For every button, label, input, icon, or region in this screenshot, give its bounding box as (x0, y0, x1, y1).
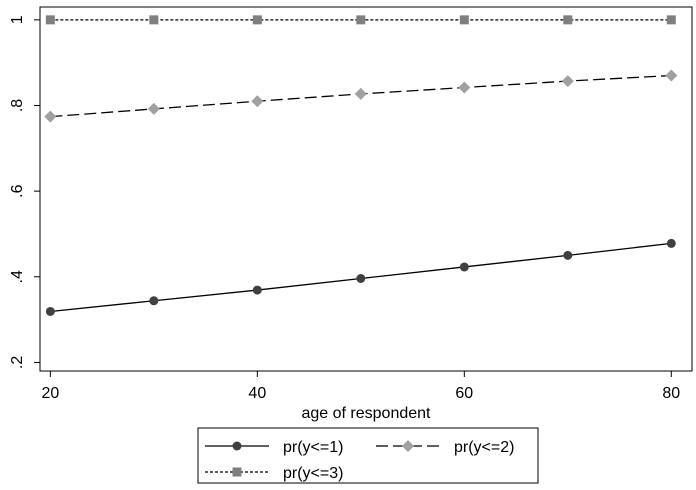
y-tick-label: .8 (9, 99, 26, 112)
series-3-point (563, 15, 573, 25)
y-axis: .2 .4 .6 .8 1 (9, 15, 40, 369)
series-2-point (354, 87, 367, 100)
legend-label: pr(y<=3) (283, 465, 343, 482)
x-tick-label: 60 (455, 385, 473, 402)
series-1-point (252, 285, 262, 295)
legend-item-3: pr(y<=3) (205, 465, 343, 482)
series-3-point (666, 15, 676, 25)
x-tick-label: 80 (662, 385, 680, 402)
y-tick-label: 1 (9, 15, 26, 24)
y-tick-label: .6 (9, 184, 26, 197)
series-layer (44, 15, 678, 316)
series-2 (44, 69, 678, 123)
x-axis-title: age of respondent (302, 405, 432, 422)
legend-label: pr(y<=2) (454, 439, 514, 456)
series-1-point (356, 274, 366, 284)
legend-item-2: pr(y<=2) (376, 439, 514, 456)
series-1-point (149, 296, 159, 306)
series-3-point (252, 15, 262, 25)
series-1-point (563, 250, 573, 260)
legend-item-1: pr(y<=1) (205, 439, 343, 456)
series-2-point (44, 110, 57, 123)
series-3-point (356, 15, 366, 25)
series-1-point (666, 238, 676, 248)
series-2-point (147, 102, 160, 115)
legend: pr(y<=1) pr(y<=2) pr(y<=3) (197, 427, 539, 484)
series-3-point (45, 15, 55, 25)
y-tick-label: .2 (9, 356, 26, 369)
series-3 (45, 15, 676, 25)
legend-box (197, 427, 539, 484)
legend-marker (232, 467, 242, 477)
x-tick-label: 20 (41, 385, 59, 402)
y-tick-label: .4 (9, 270, 26, 283)
legend-marker (402, 440, 414, 452)
plot-area (39, 6, 693, 372)
series-2-point (561, 75, 574, 88)
series-2-point (251, 95, 264, 108)
series-1 (45, 238, 676, 316)
legend-label: pr(y<=1) (283, 439, 343, 456)
series-3-point (459, 15, 469, 25)
series-2-point (665, 69, 678, 82)
series-1-point (459, 262, 469, 272)
series-3-point (149, 15, 159, 25)
series-1-point (45, 306, 55, 316)
series-2-point (458, 81, 471, 94)
x-axis: 20 40 60 80 (41, 371, 680, 402)
x-tick-label: 40 (248, 385, 266, 402)
legend-marker (232, 441, 242, 451)
